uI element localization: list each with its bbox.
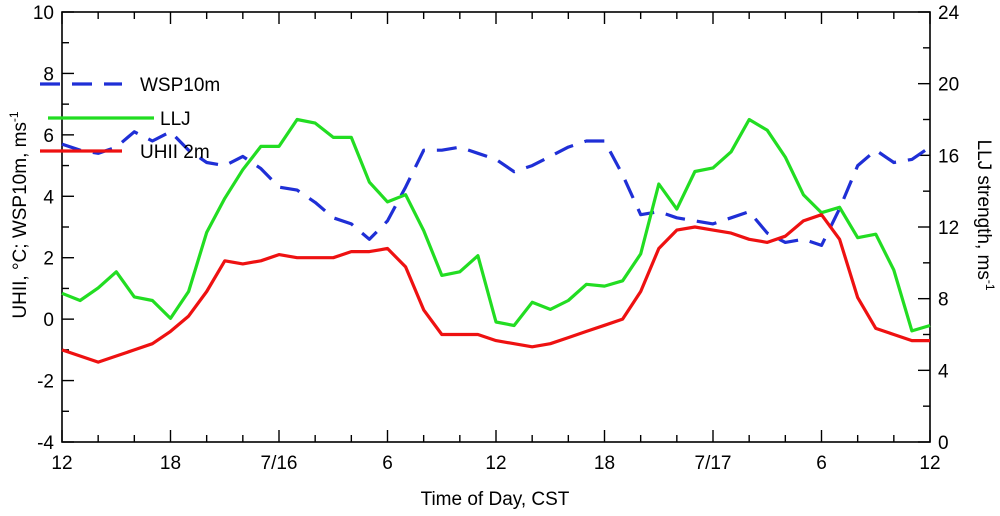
x-axis-title: Time of Day, CST <box>421 489 570 510</box>
y-right-tick-label: 12 <box>938 218 959 239</box>
y-right-tick-label: 4 <box>938 361 949 382</box>
left-axis-title-sup: -1 <box>7 111 21 122</box>
legend: WSP10m LLJ UHII 2m <box>40 75 220 163</box>
y-left-tick-label: 6 <box>43 126 54 147</box>
y-left-tick-label: 8 <box>43 64 54 85</box>
y-left-tick-label: 0 <box>43 310 54 331</box>
series-layer <box>61 117 931 364</box>
x-tick-label: 18 <box>594 453 615 474</box>
legend-label-wsp10m: WSP10m <box>140 75 220 96</box>
y-right-tick-label: 20 <box>938 75 959 96</box>
chart-marks: 12 18 7/16 6 12 18 7/17 6 12-4-20246810048121620… <box>33 3 960 474</box>
y-left-tick-label: -2 <box>37 372 54 393</box>
x-tick-label: 12 <box>485 453 506 474</box>
x-tick-label: 18 <box>160 453 181 474</box>
left-axis-title-text: UHII, °C; WSP10m, ms <box>10 122 31 319</box>
x-tick-label: 12 <box>919 453 940 474</box>
y-left-tick-label: 2 <box>43 249 54 270</box>
y-right-tick-label: 0 <box>938 433 949 454</box>
y-right-tick-label: 16 <box>938 146 959 167</box>
series-line-llj <box>61 117 931 333</box>
y-left-tick-label: 10 <box>33 3 54 24</box>
series-line-wsp10m <box>61 130 931 247</box>
y-left-tick-label: 4 <box>43 187 54 208</box>
x-tick-label: 7/17 <box>695 453 732 474</box>
right-axis-title-sup: -1 <box>983 280 997 291</box>
y-left-tick-label: -4 <box>37 433 54 454</box>
x-tick-label: 12 <box>51 453 72 474</box>
x-tick-label: 6 <box>382 453 393 474</box>
x-tick-label: 7/16 <box>261 453 298 474</box>
legend-label-uhii-2m: UHII 2m <box>140 142 210 163</box>
y-right-tick-label: 8 <box>938 290 949 311</box>
y-right-tick-label: 24 <box>938 3 960 24</box>
right-axis-title: LLJ strength, ms-1 <box>973 139 997 290</box>
right-axis-title-text: LLJ strength, ms <box>973 139 994 279</box>
left-axis-title: UHII, °C; WSP10m, ms-1 <box>7 111 31 319</box>
series-line-uhii-2m <box>61 213 930 364</box>
legend-label-llj: LLJ <box>160 109 191 130</box>
x-tick-label: 6 <box>816 453 827 474</box>
